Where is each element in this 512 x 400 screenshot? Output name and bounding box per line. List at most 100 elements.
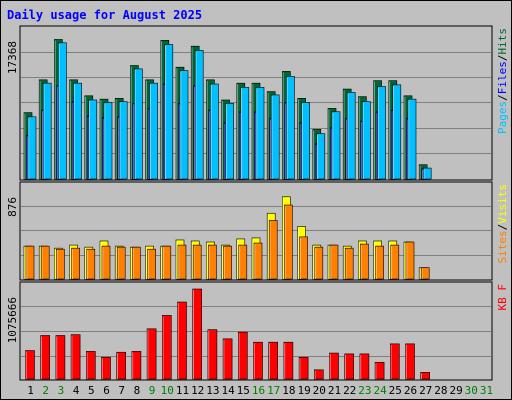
bar-kb-f-day-7 xyxy=(116,351,126,380)
bar-kb-f-day-27 xyxy=(420,372,431,380)
bar-kb-f-day-1 xyxy=(25,350,35,380)
x-tick-label-day-19: 19 xyxy=(297,384,310,397)
bar-sites-day-5 xyxy=(86,248,96,280)
legend-item: / xyxy=(496,224,509,231)
bar-sites-day-15 xyxy=(238,244,248,280)
bar-pages-day-16 xyxy=(255,87,265,180)
bar-sites-day-21 xyxy=(329,244,339,280)
legend-item: Visits xyxy=(496,184,509,224)
x-tick-label-day-4: 4 xyxy=(73,384,80,397)
x-tick-label-day-20: 20 xyxy=(313,384,326,397)
bar-pages-day-4 xyxy=(73,82,82,180)
bar-sites-day-12 xyxy=(192,244,202,280)
x-tick-label-day-5: 5 xyxy=(88,384,95,397)
bar-kb-f-day-13 xyxy=(207,329,218,380)
bar-pages-day-9 xyxy=(149,82,158,180)
bar-sites-day-24 xyxy=(375,245,384,280)
y-axis-max-label: 1075666 xyxy=(6,297,19,343)
legend-visits-sites: Sites/Visits xyxy=(496,184,509,264)
bar-pages-day-25 xyxy=(392,84,402,180)
bar-kb-f-day-18 xyxy=(283,341,294,380)
x-tick-label-day-28: 28 xyxy=(434,384,447,397)
x-tick-label-day-11: 11 xyxy=(176,384,189,397)
x-tick-label-day-14: 14 xyxy=(221,384,235,397)
bar-pages-day-27 xyxy=(422,167,432,180)
bar-kb-f-day-15 xyxy=(238,331,248,380)
bar-sites-day-11 xyxy=(177,244,187,280)
bar-kb-f-day-25 xyxy=(389,343,400,380)
plot-area-visits-sites xyxy=(19,181,493,281)
x-tick-label-day-8: 8 xyxy=(134,384,141,397)
bar-sites-day-10 xyxy=(162,245,172,280)
bar-kb-f-day-17 xyxy=(268,341,279,380)
bar-pages-day-8 xyxy=(134,68,143,180)
y-axis-max-label: 17368 xyxy=(6,41,19,74)
bar-sites-day-18 xyxy=(284,204,293,280)
bar-pages-day-10 xyxy=(164,44,174,180)
x-tick-label-day-29: 29 xyxy=(449,384,462,397)
x-tick-label-day-22: 22 xyxy=(343,384,356,397)
x-tick-label-day-1: 1 xyxy=(27,384,34,397)
bar-sites-day-3 xyxy=(56,248,65,280)
x-tick-label-day-12: 12 xyxy=(191,384,204,397)
bar-pages-day-5 xyxy=(88,99,98,180)
bar-pages-day-14 xyxy=(225,103,234,180)
x-tick-label-day-18: 18 xyxy=(282,384,295,397)
bar-sites-day-4 xyxy=(71,247,80,280)
bar-kb-f-day-21 xyxy=(329,352,339,380)
bar-kb-f-day-4 xyxy=(70,334,81,380)
bar-kb-f-day-11 xyxy=(177,301,187,380)
bar-pages-day-19 xyxy=(301,102,310,180)
legend-item: Sites xyxy=(496,230,509,263)
bar-kb-f-day-26 xyxy=(405,343,415,380)
plot-area-kbf xyxy=(19,281,493,381)
bar-sites-day-13 xyxy=(208,244,217,280)
bar-sites-day-9 xyxy=(147,248,156,280)
x-tick-label-day-3: 3 xyxy=(58,384,65,397)
x-tick-label-day-2: 2 xyxy=(42,384,49,397)
bar-pages-day-26 xyxy=(407,98,417,180)
x-tick-label-day-25: 25 xyxy=(389,384,402,397)
bar-kb-f-day-23 xyxy=(359,353,370,380)
legend-item: Hits xyxy=(496,28,509,55)
bar-pages-day-15 xyxy=(240,87,250,180)
bar-sites-day-27 xyxy=(420,267,430,280)
bar-sites-day-19 xyxy=(299,236,308,280)
x-tick-label-day-15: 15 xyxy=(237,384,250,397)
bar-sites-day-23 xyxy=(360,243,369,280)
bar-sites-day-7 xyxy=(116,246,126,280)
bar-pages-day-17 xyxy=(270,94,280,180)
bar-kb-f-day-24 xyxy=(374,361,385,380)
x-tick-label-day-17: 17 xyxy=(267,384,280,397)
bar-pages-day-13 xyxy=(210,83,219,180)
x-tick-label-day-31: 31 xyxy=(480,384,493,397)
bar-pages-day-12 xyxy=(194,50,204,180)
bar-kb-f-day-3 xyxy=(55,335,66,380)
bar-sites-day-22 xyxy=(344,247,354,280)
bar-kb-f-day-9 xyxy=(146,328,157,380)
x-tick-label-day-13: 13 xyxy=(206,384,219,397)
legend-item: Pages xyxy=(496,101,509,134)
legend-hits-files-pages: Pages/Files/Hits xyxy=(496,28,509,134)
bar-kb-f-day-10 xyxy=(162,315,172,380)
legend-item: / xyxy=(496,55,509,62)
bar-pages-day-24 xyxy=(377,86,386,180)
bar-kb-f-day-22 xyxy=(344,353,355,380)
bar-pages-day-2 xyxy=(42,82,52,180)
x-tick-label-day-7: 7 xyxy=(118,384,125,397)
bar-kb-f-day-6 xyxy=(101,356,111,380)
bar-pages-day-22 xyxy=(346,92,356,180)
bar-kb-f-day-12 xyxy=(192,288,202,380)
x-tick-label-day-21: 21 xyxy=(328,384,341,397)
bar-sites-day-2 xyxy=(40,245,50,280)
legend-item: / xyxy=(496,94,509,101)
chart-title: Daily usage for August 2025 xyxy=(7,8,202,22)
bar-pages-day-6 xyxy=(103,102,113,180)
bar-sites-day-14 xyxy=(223,245,232,280)
y-axis-max-label: 876 xyxy=(6,197,19,217)
legend-kbf: KB F xyxy=(496,284,509,311)
bar-kb-f-day-2 xyxy=(40,335,51,380)
x-tick-label-day-26: 26 xyxy=(404,384,417,397)
bar-sites-day-20 xyxy=(314,246,324,280)
